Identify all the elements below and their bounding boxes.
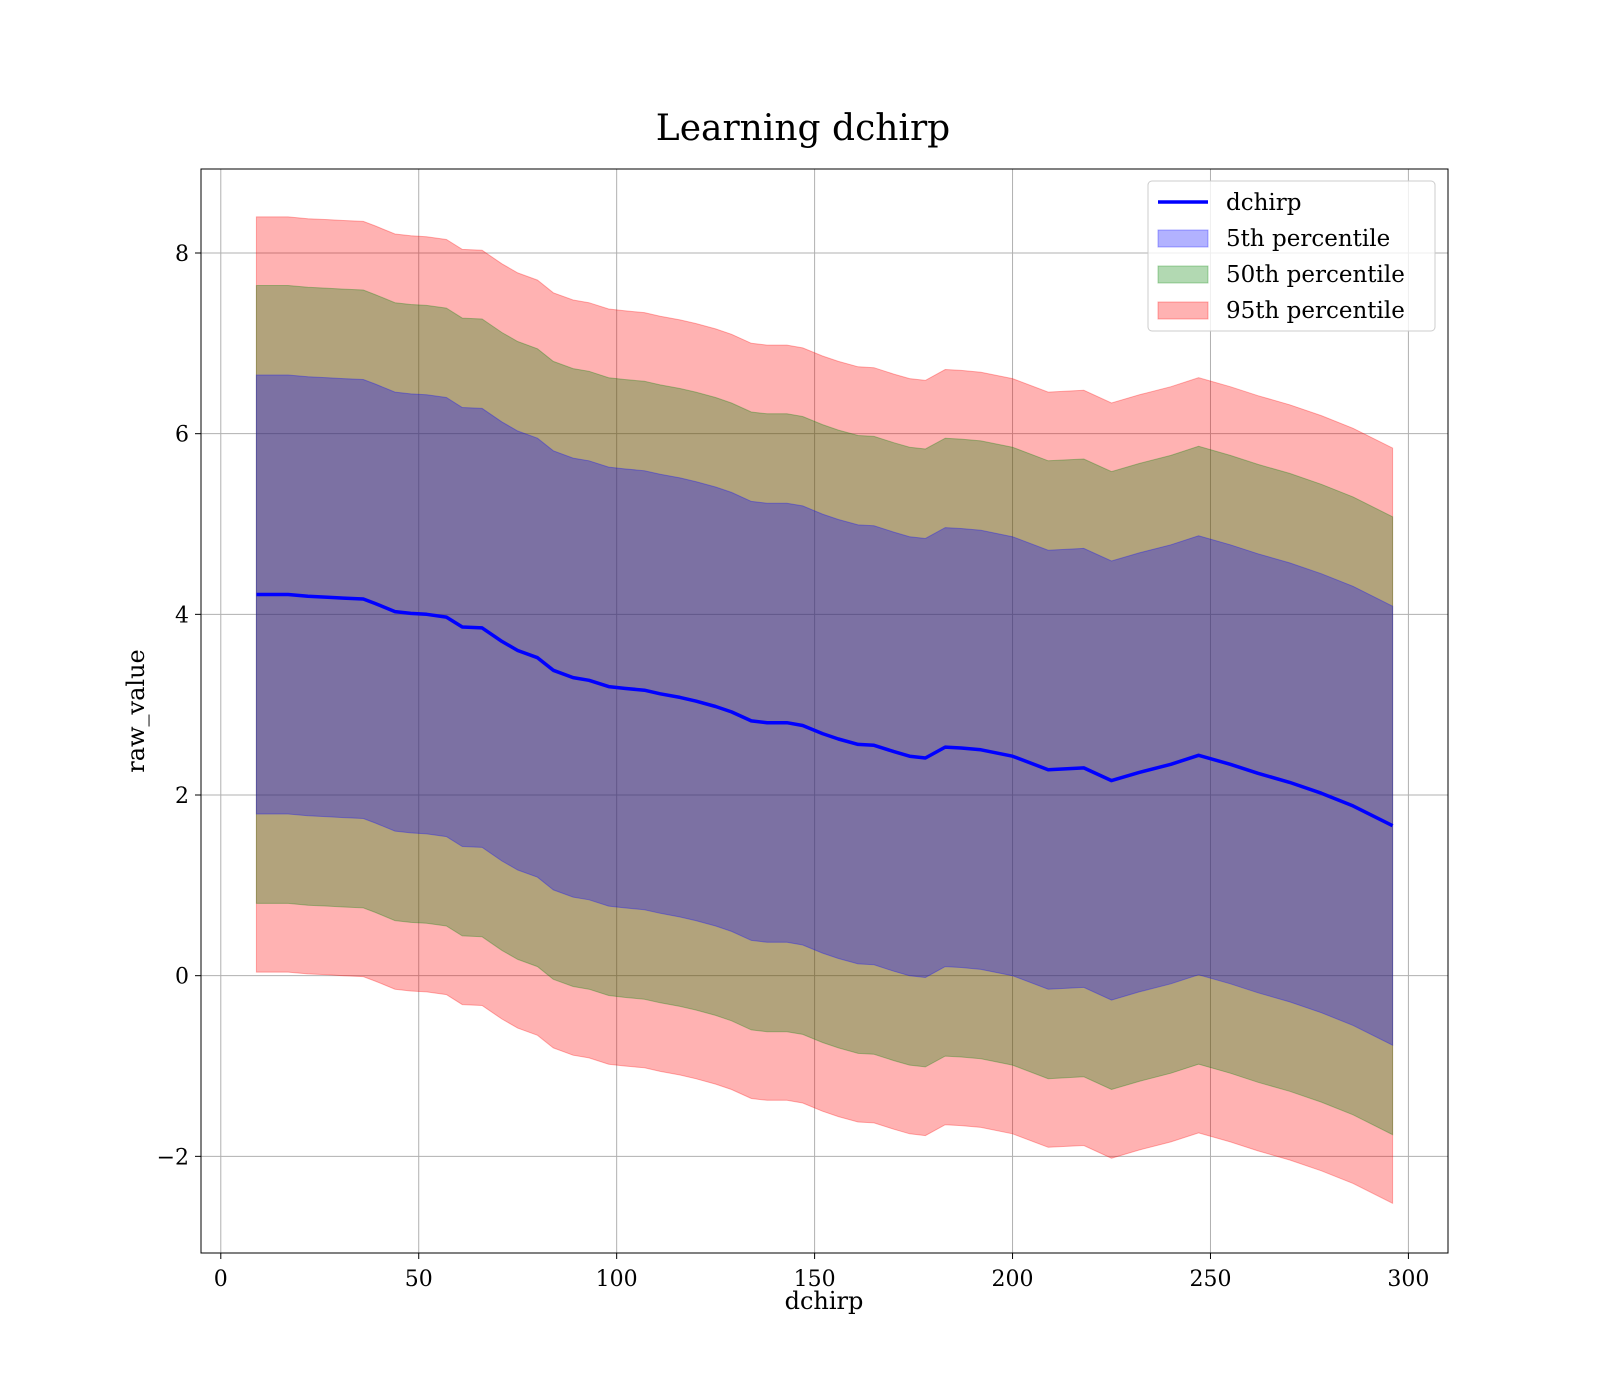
y-tick-label: −2 xyxy=(157,1145,189,1170)
legend-label: 50th percentile xyxy=(1226,262,1405,288)
x-tick-label: 250 xyxy=(1189,1267,1231,1292)
legend-swatch xyxy=(1157,265,1209,284)
legend: dchirp 5th percentile 50th percentile 95th … xyxy=(1147,180,1436,332)
legend-box xyxy=(1147,180,1436,332)
x-tick-label: 150 xyxy=(794,1267,836,1292)
legend-swatch xyxy=(1157,301,1209,320)
y-axis-label: raw_value xyxy=(122,649,150,773)
bands xyxy=(255,216,1394,1205)
y-tick-label: 0 xyxy=(175,965,189,990)
legend-label: dchirp xyxy=(1226,190,1302,216)
legend-swatch xyxy=(1157,229,1209,248)
plot-frame xyxy=(200,168,1449,1254)
legend-label: 5th percentile xyxy=(1226,226,1390,252)
band-5th-percentile xyxy=(255,374,1394,1047)
band-50th-percentile xyxy=(255,285,1394,1136)
x-tick-label: 300 xyxy=(1387,1267,1429,1292)
band-95th-percentile xyxy=(255,216,1394,1205)
x-tick-label: 200 xyxy=(992,1267,1034,1292)
y-tick-label: 6 xyxy=(175,423,189,448)
y-tick-label: 8 xyxy=(175,242,189,267)
x-tick-label: 100 xyxy=(596,1267,638,1292)
x-tick-label: 0 xyxy=(214,1267,228,1292)
x-axis-label: dchirp xyxy=(785,1287,864,1315)
x-axis-ticks: 0 50 100 150 200 250 300 xyxy=(214,1253,1429,1292)
x-tick-label: 50 xyxy=(405,1267,433,1292)
y-tick-label: 2 xyxy=(175,784,189,809)
y-axis-ticks: −2 0 2 4 6 8 xyxy=(157,242,201,1170)
chart-title: Learning dchirp xyxy=(656,108,950,149)
y-tick-label: 4 xyxy=(175,603,189,628)
line-dchirp xyxy=(256,592,1394,828)
lines xyxy=(256,592,1394,828)
legend-label: 95th percentile xyxy=(1226,298,1405,324)
